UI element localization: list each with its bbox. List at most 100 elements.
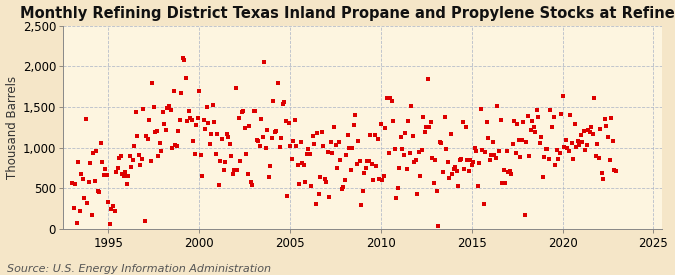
Point (186, 118, 197, 123)
Point (371, 164, 382, 168)
Point (330, 143, 341, 147)
Point (609, 167, 620, 172)
Point (135, 163, 146, 167)
Point (396, 134, 406, 139)
Point (300, 180, 310, 185)
Point (165, 108, 176, 112)
Point (335, 158, 346, 162)
Point (268, 99, 279, 104)
Point (318, 144, 329, 148)
Point (167, 146, 178, 150)
Point (223, 135, 234, 139)
Point (527, 119, 538, 123)
Point (76, 172, 86, 177)
Point (251, 137, 262, 142)
Point (539, 155, 550, 159)
Point (113, 156, 124, 160)
Point (88, 151, 99, 155)
Point (312, 130, 323, 135)
Point (425, 120, 436, 125)
Point (447, 172, 458, 177)
Point (556, 112, 566, 116)
Point (522, 114, 533, 118)
Point (157, 109, 168, 114)
Point (465, 158, 476, 162)
Point (537, 174, 548, 179)
Point (185, 116, 196, 121)
Point (548, 115, 559, 119)
Point (70, 182, 80, 186)
Point (259, 60, 270, 65)
Point (297, 161, 308, 165)
Point (218, 167, 229, 172)
Point (273, 80, 284, 85)
Point (415, 173, 426, 178)
Point (375, 121, 386, 126)
Point (313, 191, 324, 196)
Point (217, 137, 227, 141)
Point (424, 125, 435, 129)
Point (591, 154, 601, 158)
Point (519, 213, 530, 218)
Point (400, 131, 410, 135)
Point (209, 120, 220, 124)
Point (161, 128, 171, 132)
Point (85, 161, 96, 166)
Point (345, 168, 356, 172)
Point (595, 127, 606, 131)
Point (413, 150, 424, 155)
Point (359, 171, 370, 175)
Point (566, 141, 577, 145)
Point (416, 148, 427, 153)
Point (466, 163, 477, 167)
Point (274, 145, 285, 149)
Point (587, 131, 598, 136)
Point (295, 140, 306, 144)
Point (244, 123, 254, 128)
Point (84, 180, 95, 184)
Point (112, 166, 123, 170)
Point (101, 173, 112, 177)
Point (145, 159, 156, 163)
Point (342, 133, 353, 137)
Point (367, 162, 377, 166)
Point (267, 136, 277, 141)
Point (203, 120, 214, 125)
Point (418, 115, 429, 119)
Point (513, 138, 524, 142)
Point (419, 129, 430, 134)
Point (374, 177, 385, 181)
Point (291, 144, 302, 148)
Point (238, 109, 248, 113)
Point (536, 135, 547, 140)
Point (412, 192, 423, 196)
Point (347, 146, 358, 150)
Point (123, 174, 134, 178)
Point (190, 152, 200, 156)
Text: Source: U.S. Energy Information Administration: Source: U.S. Energy Information Administ… (7, 264, 271, 274)
Point (354, 159, 365, 164)
Point (275, 136, 286, 141)
Point (89, 179, 100, 183)
Point (281, 194, 292, 198)
Point (454, 158, 465, 162)
Point (568, 156, 578, 161)
Point (242, 172, 253, 176)
Point (593, 155, 604, 160)
Point (340, 178, 350, 183)
Point (443, 175, 454, 180)
Point (224, 142, 235, 147)
Point (331, 166, 342, 170)
Point (95, 140, 106, 145)
Point (225, 154, 236, 159)
Point (509, 119, 520, 123)
Point (134, 152, 144, 157)
Point (436, 141, 447, 145)
Point (284, 121, 294, 125)
Point (138, 107, 148, 111)
Point (162, 106, 173, 110)
Point (362, 158, 373, 163)
Point (541, 147, 551, 151)
Point (128, 158, 138, 162)
Point (151, 129, 162, 133)
